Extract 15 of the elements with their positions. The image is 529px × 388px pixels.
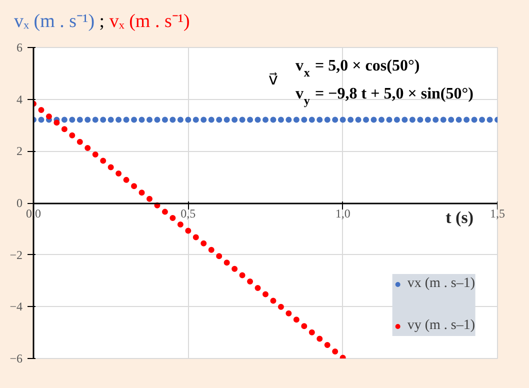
x-tick-label: 0,5 (180, 206, 196, 220)
legend-label: vx (m . s–1) (407, 276, 475, 292)
chart-title: vₓ (m . s⁻¹) ; vₓ (m . s⁻¹) (14, 11, 190, 32)
y-tick-label: −4 (10, 300, 23, 314)
y-tick-label: −6 (10, 352, 23, 366)
y-tick-label: 0 (16, 196, 22, 210)
x-tick-label: 1,0 (335, 206, 350, 220)
y-tick-label: −2 (10, 248, 23, 262)
x-tick-label: 1,5 (490, 206, 505, 220)
y-tick-label: 6 (16, 40, 22, 54)
x-axis-title: t (s) (446, 208, 474, 227)
y-tick-label: 4 (16, 92, 22, 106)
annotation: v⃗ (268, 70, 278, 88)
y-tick-label: 2 (16, 144, 22, 158)
legend-label: vy (m . s–1) (407, 318, 475, 334)
